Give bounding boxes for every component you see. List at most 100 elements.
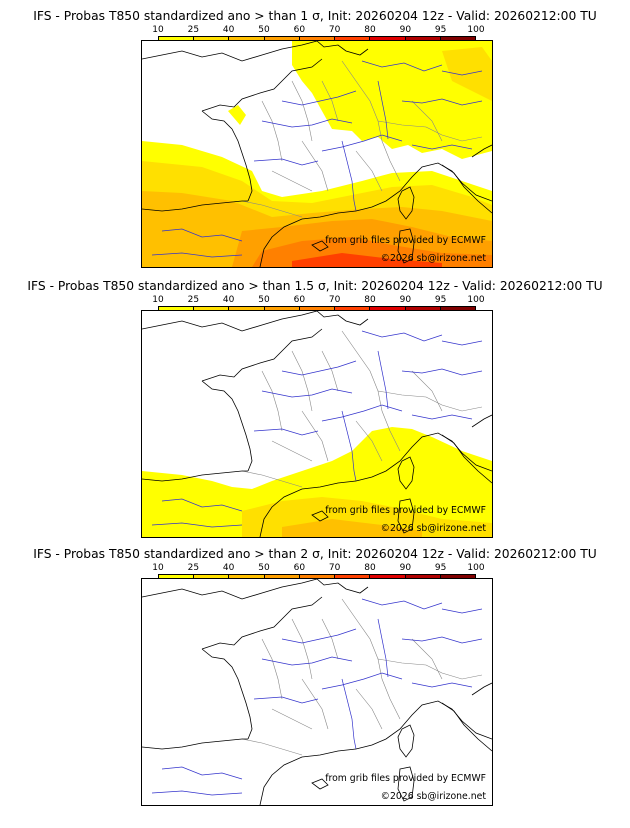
coastline xyxy=(316,311,369,326)
colorbar-ticks: 10 25 40 50 60 70 80 90 95 100 xyxy=(152,563,484,573)
river xyxy=(341,678,357,750)
river xyxy=(377,80,389,140)
copyright: ©2026 sb@irizone.net xyxy=(380,253,486,264)
river xyxy=(261,388,353,398)
colorbar-tick-label: 50 xyxy=(258,295,270,305)
map-panel[interactable]: from grib files provided by ECMWF ©2026 … xyxy=(141,578,493,806)
admin-border xyxy=(355,420,383,462)
river xyxy=(161,766,243,780)
river xyxy=(151,790,243,796)
map-panel[interactable]: from grib files provided by ECMWF ©2026 … xyxy=(141,310,493,538)
colorbar-tick-label: 25 xyxy=(187,295,200,305)
colorbar-tick-label: 60 xyxy=(293,25,306,35)
river xyxy=(321,672,403,690)
admin-border xyxy=(321,618,339,660)
colorbar-tick-label: 40 xyxy=(222,25,235,35)
colorbar-tick-label: 100 xyxy=(467,295,485,305)
admin-border xyxy=(301,140,329,192)
coastline xyxy=(316,41,369,56)
coastline xyxy=(142,470,248,482)
river xyxy=(151,522,243,528)
coastline xyxy=(471,414,492,428)
admin-border xyxy=(241,738,303,756)
colorbar-tick-label: 60 xyxy=(293,295,306,305)
coastline xyxy=(471,682,492,696)
admin-border xyxy=(377,120,483,142)
river xyxy=(411,144,473,150)
river xyxy=(281,90,357,106)
river xyxy=(401,636,483,644)
colorbar-tick-label: 10 xyxy=(152,25,164,35)
copyright: ©2026 sb@irizone.net xyxy=(380,523,486,534)
colorbar-tick-label: 80 xyxy=(364,563,376,573)
panel-2: IFS - Probas T850 standardized ano > tha… xyxy=(0,278,630,546)
admin-border xyxy=(355,688,383,730)
coastline xyxy=(441,434,492,484)
colorbar-tick-label: 10 xyxy=(152,295,164,305)
river xyxy=(361,598,443,610)
panel-title: IFS - Probas T850 standardized ano > tha… xyxy=(33,547,597,561)
admin-border xyxy=(301,410,329,462)
admin-border xyxy=(411,370,443,412)
colorbar-tick-label: 50 xyxy=(258,25,270,35)
colorbar-tick-label: 70 xyxy=(328,563,341,573)
admin-border xyxy=(241,200,303,218)
panel-title: IFS - Probas T850 standardized ano > tha… xyxy=(33,9,597,23)
river xyxy=(151,252,243,258)
colorbar-tick-label: 95 xyxy=(434,563,447,573)
map-svg xyxy=(142,579,492,805)
coastline xyxy=(201,58,323,112)
probability-area xyxy=(228,105,246,125)
river xyxy=(161,228,243,242)
admin-border xyxy=(291,80,313,142)
coastline xyxy=(201,596,323,650)
river xyxy=(253,428,319,436)
colorbar-tick-label: 25 xyxy=(187,563,200,573)
admin-border xyxy=(261,370,283,432)
river xyxy=(281,360,357,376)
river xyxy=(441,608,483,614)
river xyxy=(281,628,357,644)
coastline xyxy=(142,579,318,600)
admin-border xyxy=(261,100,283,162)
colorbar-ticks: 10 25 40 50 60 70 80 90 95 100 xyxy=(152,25,484,35)
source-credit: from grib files provided by ECMWF xyxy=(325,773,486,784)
river xyxy=(253,158,319,166)
admin-border xyxy=(301,678,329,730)
colorbar-tick-label: 90 xyxy=(399,25,412,35)
colorbar-tick-label: 90 xyxy=(399,295,412,305)
panel-1: IFS - Probas T850 standardized ano > tha… xyxy=(0,8,630,276)
colorbar-tick-label: 95 xyxy=(434,295,447,305)
river xyxy=(341,140,357,212)
river xyxy=(361,330,443,342)
river xyxy=(401,98,483,106)
coastline xyxy=(311,510,329,522)
colorbar-tick-label: 50 xyxy=(258,563,270,573)
coastline xyxy=(397,456,415,490)
coastline xyxy=(142,311,318,332)
admin-border xyxy=(261,638,283,700)
probability-area xyxy=(282,519,422,537)
coastline xyxy=(201,648,253,740)
coastline xyxy=(397,498,415,534)
river xyxy=(253,696,319,704)
colorbar-ticks: 10 25 40 50 60 70 80 90 95 100 xyxy=(152,295,484,305)
coastline xyxy=(441,702,492,752)
river xyxy=(321,134,403,152)
colorbar-tick-label: 90 xyxy=(399,563,412,573)
colorbar-tick-label: 100 xyxy=(467,25,485,35)
source-credit: from grib files provided by ECMWF xyxy=(325,235,486,246)
coastline xyxy=(142,738,248,750)
coastline xyxy=(397,228,415,264)
admin-border xyxy=(411,100,443,142)
admin-border xyxy=(271,440,313,462)
admin-border xyxy=(321,350,339,392)
coastline xyxy=(397,186,415,220)
colorbar-tick-label: 80 xyxy=(364,25,376,35)
river xyxy=(377,618,389,678)
river xyxy=(401,368,483,376)
admin-border xyxy=(411,638,443,680)
map-panel[interactable]: from grib files provided by ECMWF ©2026 … xyxy=(141,40,493,268)
coastline xyxy=(441,164,492,214)
colorbar-tick-label: 70 xyxy=(328,25,341,35)
